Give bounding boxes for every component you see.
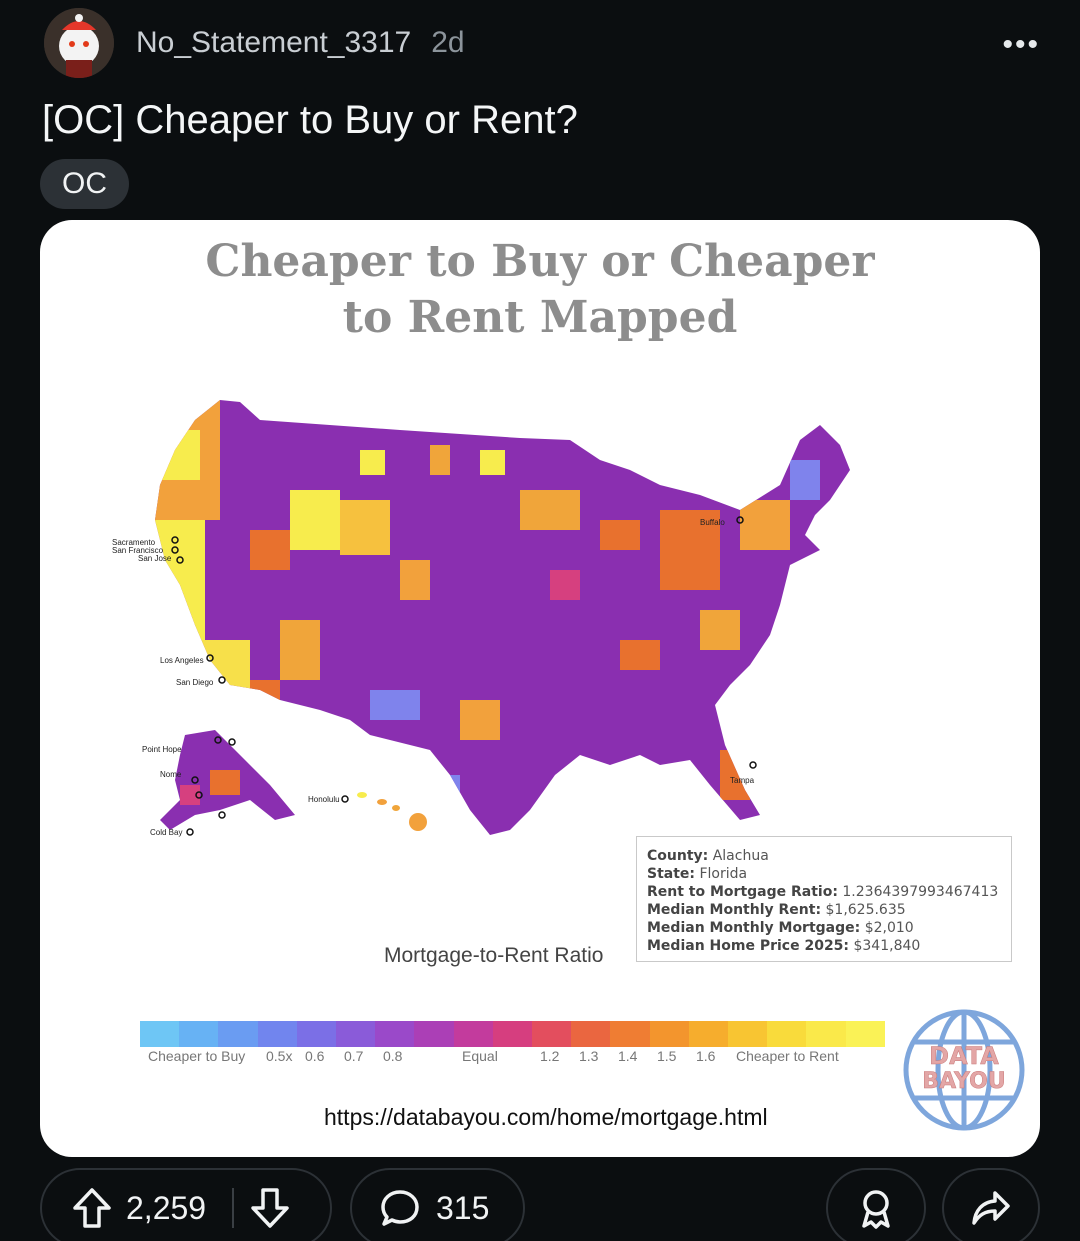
legend-tick: 1.6 [696,1048,716,1064]
share-icon [971,1190,1011,1226]
upvote-icon[interactable] [72,1187,112,1229]
colorbar-swatch [414,1021,454,1047]
colorbar-swatch [179,1021,219,1047]
city-label-tampa: Tampa [730,776,755,785]
tooltip-ratio: Rent to Mortgage Ratio: 1.23643979934674… [647,884,999,900]
legend-title: Mortgage-to-Rent Ratio [384,944,604,967]
city-labels: Sacramento San Francisco San Jose Los An… [112,518,755,837]
city-label-nome: Nome [160,770,182,779]
tooltip-rent: Median Monthly Rent: $1,625.635 [647,902,906,918]
comments-button[interactable]: 315 [350,1168,525,1241]
logo-text-data: DATA [929,1042,999,1070]
downvote-icon[interactable] [250,1187,290,1229]
colorbar-swatch [257,1021,297,1047]
legend-tick: Cheaper to Buy [148,1048,246,1064]
post-age: 2d [431,26,465,59]
post-image[interactable]: Cheaper to Buy or Cheaper to Rent Mapped [40,220,1040,1157]
colorbar-swatch [649,1021,689,1047]
map-title: Cheaper to Buy or Cheaper to Rent Mapped [40,234,1040,346]
award-icon [857,1187,895,1229]
tooltip-state: State: Florida [647,866,748,882]
logo-text-bayou: BAYOU [922,1069,1005,1094]
colorbar-swatch [806,1021,846,1047]
colorbar-swatch [728,1021,768,1047]
colorbar-swatch [375,1021,415,1047]
colorbar-swatch [336,1021,376,1047]
post-action-bar: 2,259 315 [40,1168,1040,1241]
colorbar-swatch [492,1021,533,1047]
map-title-line1: Cheaper to Buy or Cheaper [205,236,875,287]
colorbar-swatch [767,1021,807,1047]
legend-tick: 1.4 [618,1048,638,1064]
city-label-los-angeles: Los Angeles [160,656,204,665]
legend-tick: 1.3 [579,1048,599,1064]
author-name[interactable]: No_Statement_3317 [136,26,412,59]
tooltip-home-price: Median Home Price 2025: $341,840 [647,938,921,954]
map-title-line2: to Rent Mapped [342,292,738,343]
author-avatar[interactable] [44,8,114,78]
vote-divider [232,1188,235,1228]
city-label-buffalo: Buffalo [700,518,725,527]
city-label-cold-bay: Cold Bay [150,828,182,837]
tooltip-county: County: Alachua [647,848,769,864]
us-county-map: Sacramento San Francisco San Jose Los An… [112,400,850,837]
vote-pill: 2,259 [40,1168,332,1241]
legend-tick: 0.8 [383,1048,403,1064]
city-label-san-jose: San Jose [138,554,172,563]
legend-tick: Cheaper to Rent [736,1048,839,1064]
colorbar-swatch [571,1021,611,1047]
more-options-icon[interactable]: ••• [1002,28,1040,61]
colorbar-swatch [296,1021,337,1047]
databayou-logo: DATA BAYOU [903,1009,1025,1131]
tooltip-mortgage: Median Monthly Mortgage: $2,010 [647,920,914,936]
legend-tick: Equal [462,1048,498,1064]
colorbar-swatch [453,1021,493,1047]
comment-icon [380,1188,420,1228]
colorbar-swatch [140,1021,180,1047]
city-label-san-diego: San Diego [176,678,214,687]
city-label-san-francisco: San Francisco [112,546,164,555]
award-button[interactable] [826,1168,926,1241]
legend-ticks: Cheaper to Buy 0.5x 0.6 0.7 0.8 Equal 1.… [140,1048,900,1068]
post-flair[interactable]: OC [40,159,129,209]
county-tooltip: County: Alachua State: Florida Rent to M… [636,836,1012,962]
colorbar-swatch [218,1021,258,1047]
source-url: https://databayou.com/home/mortgage.html [324,1104,768,1130]
upvote-count: 2,259 [126,1189,207,1226]
colorbar-swatch [532,1021,572,1047]
legend-tick: 0.6 [305,1048,325,1064]
legend-tick: 1.2 [540,1048,560,1064]
legend-tick: 1.5 [657,1048,677,1064]
colorbar-swatch [688,1021,729,1047]
legend-colorbar [140,1021,885,1047]
legend-tick: 0.7 [344,1048,364,1064]
share-button[interactable] [942,1168,1040,1241]
comment-count: 315 [436,1189,490,1226]
city-label-point-hope: Point Hope [142,745,182,754]
legend-tick: 0.5x [266,1048,293,1064]
colorbar-swatch [610,1021,650,1047]
city-label-sacramento: Sacramento [112,538,156,547]
post-title[interactable]: [OC] Cheaper to Buy or Rent? [42,98,578,142]
city-label-honolulu: Honolulu [308,795,340,804]
post-header: No_Statement_3317 2d ••• [44,8,1044,78]
colorbar-swatch [845,1021,885,1047]
